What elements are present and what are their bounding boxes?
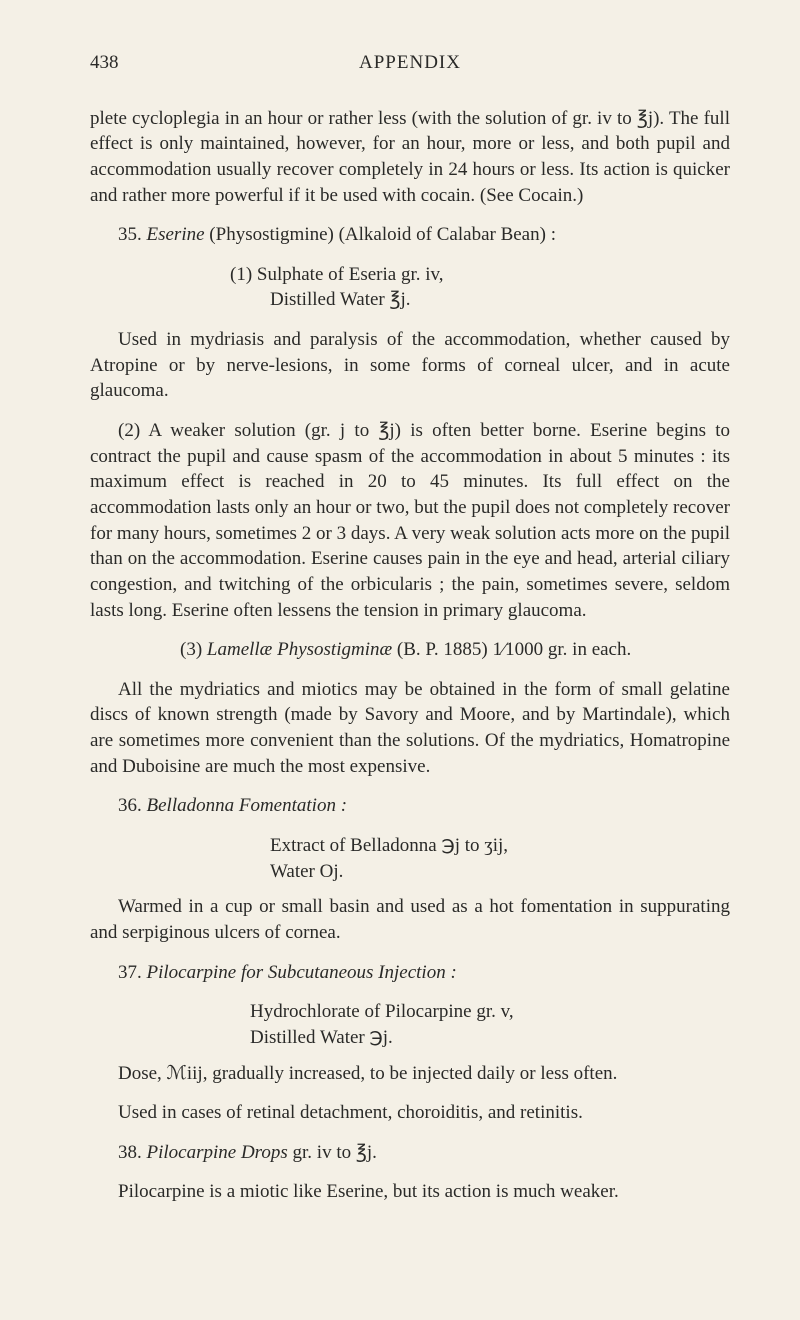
item-38-rest: gr. iv to ℥j.	[288, 1142, 377, 1163]
item-35-rest: (Physostigmine) (Alkaloid of Calabar Bea…	[205, 224, 556, 245]
page-header: 438 APPENDIX	[90, 50, 730, 76]
item-37-formula-1: Hydrochlorate of Pilocarpine gr. v,	[90, 999, 730, 1025]
item-36-label: 36.	[118, 795, 147, 816]
item-37-formula-2: Distilled Water ℈j.	[90, 1025, 730, 1051]
paragraph-1: plete cycloplegia in an hour or rather l…	[90, 106, 730, 209]
sub-item-1-line1: (1) Sulphate of Eseria gr. iv,	[90, 262, 730, 288]
item-36-formula-2: Water Oj.	[90, 859, 730, 885]
item-35: 35. Eserine (Physostigmine) (Alkaloid of…	[90, 222, 730, 248]
sub-3-label: (3)	[180, 639, 207, 660]
item-36-formula-1: Extract of Belladonna ℈j to ʒij,	[90, 833, 730, 859]
item-37-title: Pilocarpine for Subcutaneous Injection :	[147, 962, 457, 983]
paragraph-3: (2) A weaker solution (gr. j to ℥j) is o…	[90, 418, 730, 623]
document-page: 438 APPENDIX plete cycloplegia in an hou…	[0, 0, 800, 1269]
paragraph-2: Used in mydriasis and paralysis of the a…	[90, 327, 730, 404]
item-38-label: 38.	[118, 1142, 147, 1163]
item-35-label: 35.	[118, 224, 147, 245]
item-38: 38. Pilocarpine Drops gr. iv to ℥j.	[90, 1140, 730, 1166]
paragraph-4: All the mydriatics and miotics may be ob…	[90, 677, 730, 780]
item-36: 36. Belladonna Fomentation :	[90, 793, 730, 819]
section-title: APPENDIX	[359, 50, 461, 76]
item-38-title: Pilocarpine Drops	[147, 1142, 288, 1163]
sub-item-1-line2: Distilled Water ℥j.	[90, 287, 730, 313]
item-36-title: Belladonna Fomentation :	[147, 795, 348, 816]
sub-3-rest: (B. P. 1885) 1⁄1000 gr. in each.	[392, 639, 631, 660]
page-number: 438	[90, 50, 119, 76]
paragraph-8: Pilocarpine is a miotic like Eserine, bu…	[90, 1179, 730, 1205]
item-35-title: Eserine	[147, 224, 205, 245]
sub-3-title: Lamellæ Physostigminæ	[207, 639, 392, 660]
paragraph-6: Dose, ℳiij, gradually increased, to be i…	[90, 1061, 730, 1087]
item-37: 37. Pilocarpine for Subcutaneous Injecti…	[90, 960, 730, 986]
sub-item-3: (3) Lamellæ Physostigminæ (B. P. 1885) 1…	[90, 637, 730, 663]
paragraph-7: Used in cases of retinal detachment, cho…	[90, 1100, 730, 1126]
header-spacer	[701, 50, 730, 76]
paragraph-5: Warmed in a cup or small basin and used …	[90, 894, 730, 945]
item-37-label: 37.	[118, 962, 147, 983]
